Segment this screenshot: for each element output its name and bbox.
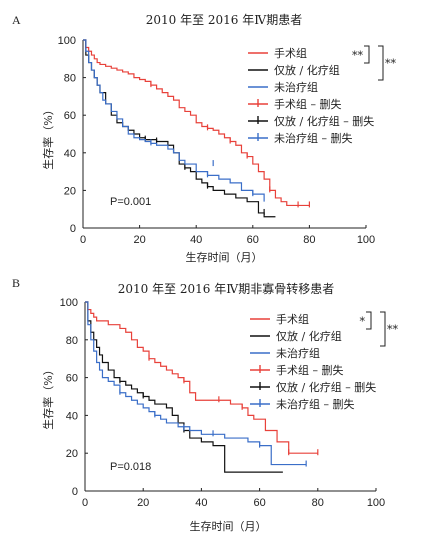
panel-b-letter: B bbox=[12, 276, 20, 290]
panel-a-legend-surgery-label: 手术组 bbox=[274, 46, 307, 60]
panel-b-title: 2010 年至 2016 年Ⅳ期非寡骨转移患者 bbox=[118, 281, 335, 296]
panel-b-y-tick-label: 80 bbox=[66, 335, 78, 347]
panel-a: A 2010 年至 2016 年Ⅳ期患者 生存率（%） 生存时间（月） P=0.… bbox=[12, 13, 302, 264]
panel-a-pvalue: P=0.001 bbox=[110, 196, 151, 208]
panel-a-legend-surgery-censor-label: 手术组 – 删失 bbox=[274, 97, 342, 111]
panel-a-x-tick-label: 40 bbox=[190, 234, 202, 246]
panel-b-x-tick-label: 40 bbox=[195, 497, 207, 509]
panel-b-significance-brackets: *** bbox=[360, 311, 399, 347]
panel-b-significance-outer: ** bbox=[387, 323, 399, 336]
panel-a-ylabel: 生存率（%） bbox=[41, 104, 55, 169]
panel-b-x-tick-label: 60 bbox=[253, 497, 265, 509]
panel-b-x-tick-label: 100 bbox=[367, 497, 385, 509]
panel-a-y-tick-label: 100 bbox=[58, 35, 76, 47]
panel-a-legend-untreated-label: 未治疗组 bbox=[274, 80, 318, 94]
panel-b-significance-inner: * bbox=[360, 315, 366, 328]
panel-a-legend-chemo-label: 仅放 / 化疗组 bbox=[274, 63, 340, 77]
panel-a-x-tick-label: 100 bbox=[357, 234, 375, 246]
panel-a-bracket-outer bbox=[378, 45, 384, 81]
panel-b-legend-untreated-label: 未治疗组 bbox=[276, 346, 320, 360]
panel-a-x-tick-label: 80 bbox=[303, 234, 315, 246]
panel-a-legend-chemo-censor-label: 仅放 / 化疗组 – 删失 bbox=[274, 114, 374, 128]
panel-b-pvalue: P=0.018 bbox=[110, 461, 151, 473]
panel-a-y-tick-label: 60 bbox=[64, 110, 76, 122]
panel-a-significance-brackets: ** ** bbox=[352, 45, 397, 81]
panel-b-y-tick-label: 60 bbox=[66, 373, 78, 385]
panel-b-y-tick-label: 40 bbox=[66, 410, 78, 422]
panel-b-ylabel: 生存率（%） bbox=[41, 364, 55, 429]
panel-b-x-tick-label: 80 bbox=[312, 497, 324, 509]
panel-b-y-tick-label: 0 bbox=[72, 486, 78, 498]
panel-a-y-tick-label: 0 bbox=[70, 223, 76, 235]
panel-b-legend-surgery-censor-label: 手术组 – 删失 bbox=[276, 363, 344, 377]
panel-b-bracket-outer bbox=[380, 311, 386, 347]
panel-a-legend-untreated-censor-label: 未治疗组 – 删失 bbox=[274, 131, 353, 145]
panel-b-y-tick-label: 100 bbox=[60, 297, 78, 309]
panel-b-legend-chemo-censor-label: 仅放 / 化疗组 – 删失 bbox=[276, 380, 376, 394]
panel-b-xlabel: 生存时间（月） bbox=[190, 519, 267, 533]
panel-b-legend-chemo-label: 仅放 / 化疗组 bbox=[276, 329, 342, 343]
panel-b-x-tick-label: 20 bbox=[137, 497, 149, 509]
panel-a-xlabel: 生存时间（月） bbox=[186, 250, 263, 264]
panel-a-y-tick-label: 20 bbox=[64, 185, 76, 197]
panel-a-untreated-curve bbox=[83, 39, 265, 202]
panel-a-significance-outer: ** bbox=[385, 57, 397, 70]
panel-a-x-tick-label: 60 bbox=[247, 234, 259, 246]
panel-a-y-tick-label: 80 bbox=[64, 73, 76, 85]
panel-b-x-tick-label: 0 bbox=[82, 497, 88, 509]
panel-a-significance-inner: ** bbox=[352, 49, 364, 62]
panel-b-y-tick-label: 20 bbox=[66, 448, 78, 460]
panel-a-title: 2010 年至 2016 年Ⅳ期患者 bbox=[146, 13, 303, 27]
panel-a-x-tick-label: 0 bbox=[80, 234, 86, 246]
panel-a-letter: A bbox=[12, 13, 21, 27]
panel-b-legend-surgery-label: 手术组 bbox=[276, 312, 309, 326]
panel-b-legend-untreated-censor-label: 未治疗组 – 删失 bbox=[276, 397, 355, 411]
panel-b: B 2010 年至 2016 年Ⅳ期非寡骨转移患者 生存率（%） 生存时间（月）… bbox=[12, 276, 334, 533]
panel-a-y-tick-label: 40 bbox=[64, 148, 76, 160]
panel-b-bracket-inner bbox=[366, 311, 372, 330]
panel-a-surgery-curve bbox=[83, 39, 310, 207]
panel-a-x-tick-label: 20 bbox=[133, 234, 145, 246]
panel-b-untreated-curve bbox=[85, 301, 307, 466]
panel-a-bracket-inner bbox=[364, 45, 370, 64]
panel-b-surgery-curve bbox=[85, 301, 318, 454]
